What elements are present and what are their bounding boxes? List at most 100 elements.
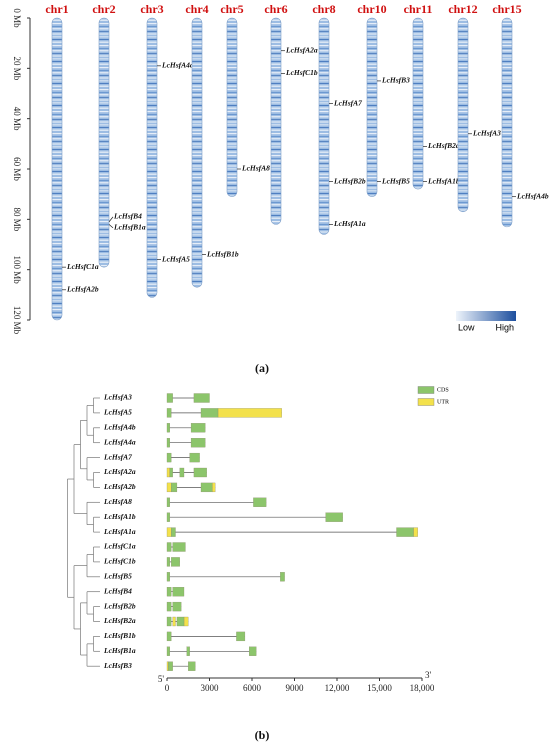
chromosome — [226, 17, 238, 197]
chromosome-label: chr6 — [264, 2, 287, 16]
chromosome-label: chr5 — [220, 2, 243, 16]
gene-label: LcHsfB2a — [427, 141, 460, 150]
chromosome-label: chr15 — [492, 2, 521, 16]
end-label: 5' — [158, 674, 165, 684]
utr-segment — [166, 661, 169, 671]
chromosome — [51, 17, 63, 321]
x-tick-label: 12,000 — [325, 683, 350, 693]
y-tick-label: 40 Mb — [12, 107, 22, 131]
panel-label: (a) — [255, 361, 269, 375]
cds-segment — [166, 438, 170, 448]
gene-label: LcHsfA7 — [333, 98, 362, 107]
gene-marker — [108, 216, 114, 223]
gene-label: LcHsfA4b — [103, 423, 136, 432]
utr-segment — [166, 482, 172, 493]
x-tick-label: 18,000 — [410, 683, 435, 693]
end-label: 3' — [425, 670, 432, 680]
x-tick-label: 9000 — [286, 683, 305, 693]
gene-label: LcHsfA4b — [516, 191, 549, 200]
gene-marker — [108, 224, 114, 229]
gene-label: LcHsfA2a — [103, 467, 136, 476]
cds-segment — [396, 527, 414, 537]
chromosome-label: chr3 — [140, 2, 163, 16]
cds-segment — [166, 423, 170, 433]
chromosome — [318, 17, 330, 235]
cds-segment — [200, 408, 219, 418]
cds-segment — [193, 467, 207, 478]
cds-segment — [166, 542, 172, 552]
chromosome — [457, 17, 469, 213]
legend-gradient — [456, 311, 516, 321]
cds-segment — [186, 646, 190, 656]
gene-label: LcHsfA4a — [103, 437, 136, 446]
utr-segment — [183, 616, 189, 627]
utr-segment — [172, 616, 176, 627]
cds-segment — [166, 616, 172, 627]
y-tick-label: 80 Mb — [12, 207, 22, 231]
x-tick-label: 3000 — [201, 683, 220, 693]
chromosome — [146, 17, 158, 298]
y-tick-label: 0 Mb — [12, 8, 22, 28]
cds-segment — [172, 542, 186, 552]
gene-label: LcHsfA5 — [161, 254, 190, 263]
gene-label: LcHsfA8 — [103, 497, 132, 506]
chromosome-label: chr1 — [45, 2, 68, 16]
gene-label: LcHsfB5 — [381, 176, 410, 185]
tree — [67, 397, 100, 667]
y-tick-label: 120 Mb — [12, 306, 22, 335]
gene-label: LcHsfA2a — [285, 45, 318, 54]
chromosome-label: chr4 — [185, 2, 208, 16]
cds-segment — [325, 512, 343, 522]
cds-segment — [171, 527, 176, 537]
gene-label: LcHsfA5 — [103, 408, 132, 417]
gene-label: LcHsfA1b — [427, 176, 460, 185]
cds-segment — [193, 393, 210, 403]
utr-segment — [166, 467, 170, 478]
chromosome-label: chr11 — [404, 2, 433, 16]
cds-segment — [166, 572, 170, 582]
gene-label: LcHsfB3 — [381, 76, 410, 85]
gene-label: LcHsfB2b — [103, 601, 136, 610]
cds-segment — [166, 393, 173, 403]
cds-segment — [166, 587, 172, 597]
cds-segment — [172, 601, 182, 612]
gene-label: LcHsfB1a — [113, 223, 146, 232]
utr-segment — [166, 527, 172, 537]
gene-label: LcHsfB4 — [113, 212, 142, 221]
panel-label: (b) — [255, 728, 270, 742]
cds-segment — [171, 482, 178, 493]
x-tick-label: 15,000 — [367, 683, 392, 693]
gene-label: LcHsfA1a — [333, 219, 366, 228]
gene-label: LcHsfB1b — [206, 249, 239, 258]
cds-segment — [253, 497, 267, 507]
cds-segment — [166, 557, 170, 567]
cds-segment — [172, 587, 185, 597]
cds-segment — [168, 661, 173, 671]
cds-segment — [200, 482, 213, 493]
cds-segment — [280, 572, 285, 582]
cds-segment — [166, 512, 170, 522]
gene-label: LcHsfC1a — [66, 262, 99, 271]
gene-label: LcHsfB5 — [103, 572, 132, 581]
gene-label: LcHsfB2a — [103, 616, 136, 625]
gene-label: LcHsfB1b — [103, 631, 136, 640]
gene-label: LcHsfA2b — [103, 482, 136, 491]
utr-segment — [413, 527, 418, 537]
utr-segment — [217, 408, 282, 418]
x-tick-label: 0 — [165, 683, 170, 693]
chromosome — [270, 17, 282, 225]
y-tick-label: 100 Mb — [12, 256, 22, 285]
cds-segment — [166, 646, 170, 656]
chromosome — [501, 17, 513, 228]
gene-label: LcHsfB1a — [103, 646, 136, 655]
chromosome — [98, 17, 110, 268]
chromosome-label: chr8 — [312, 2, 335, 16]
gene-label: LcHsfA3 — [103, 393, 132, 402]
cds-segment — [176, 616, 185, 627]
gene-label: LcHsfC1b — [285, 68, 318, 77]
gene-label: LcHsfA1a — [103, 527, 136, 536]
chromosome — [412, 17, 424, 190]
chromosome-label: chr10 — [357, 2, 386, 16]
gene-label: LcHsfA3 — [472, 128, 501, 137]
legend-label: Low — [458, 322, 475, 332]
